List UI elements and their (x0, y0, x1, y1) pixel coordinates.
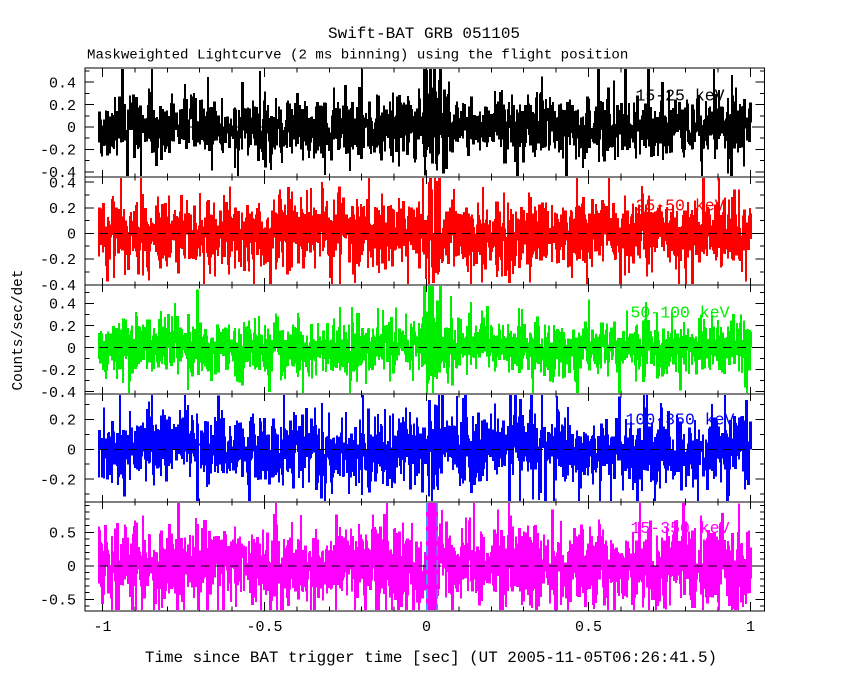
svg-text:0: 0 (67, 559, 76, 576)
svg-text:-0.2: -0.2 (40, 363, 76, 380)
svg-text:-0.4: -0.4 (40, 278, 76, 295)
svg-text:0.2: 0.2 (49, 413, 76, 430)
svg-text:50-100 keV: 50-100 keV (630, 304, 729, 323)
svg-text:0.2: 0.2 (49, 319, 76, 336)
svg-text:0.5: 0.5 (49, 526, 76, 543)
svg-text:-0.2: -0.2 (40, 252, 76, 269)
svg-text:-0.2: -0.2 (40, 143, 76, 160)
svg-text:-0.5: -0.5 (246, 619, 282, 636)
svg-text:0: 0 (67, 341, 76, 358)
svg-text:0.4: 0.4 (49, 75, 76, 92)
svg-text:-0.4: -0.4 (40, 165, 76, 182)
svg-text:-0.5: -0.5 (40, 593, 76, 610)
svg-text:0: 0 (67, 120, 76, 137)
svg-text:100-350 keV: 100-350 keV (626, 411, 735, 430)
svg-text:Swift-BAT GRB 051105: Swift-BAT GRB 051105 (328, 25, 520, 43)
svg-text:0: 0 (67, 443, 76, 460)
svg-text:0: 0 (422, 619, 431, 636)
svg-text:0.2: 0.2 (49, 98, 76, 115)
svg-text:-0.4: -0.4 (40, 385, 76, 402)
svg-text:15-25 keV: 15-25 keV (635, 87, 724, 106)
svg-text:1: 1 (746, 619, 755, 636)
svg-text:0.4: 0.4 (49, 297, 76, 314)
svg-text:-0.2: -0.2 (40, 472, 76, 489)
svg-text:Maskweighted Lightcurve (2 ms: Maskweighted Lightcurve (2 ms binning) u… (87, 48, 628, 64)
svg-text:0: 0 (67, 227, 76, 244)
svg-text:0.4: 0.4 (49, 175, 76, 192)
svg-text:-1: -1 (93, 619, 111, 636)
svg-text:0.2: 0.2 (49, 201, 76, 218)
svg-text:15-350 keV: 15-350 keV (630, 519, 729, 538)
svg-text:0.5: 0.5 (575, 619, 602, 636)
svg-text:Time since BAT trigger time [s: Time since BAT trigger time [sec] (UT 20… (145, 649, 717, 667)
svg-text:25-50 keV: 25-50 keV (635, 197, 724, 216)
svg-text:Counts/sec/det: Counts/sec/det (11, 270, 27, 391)
